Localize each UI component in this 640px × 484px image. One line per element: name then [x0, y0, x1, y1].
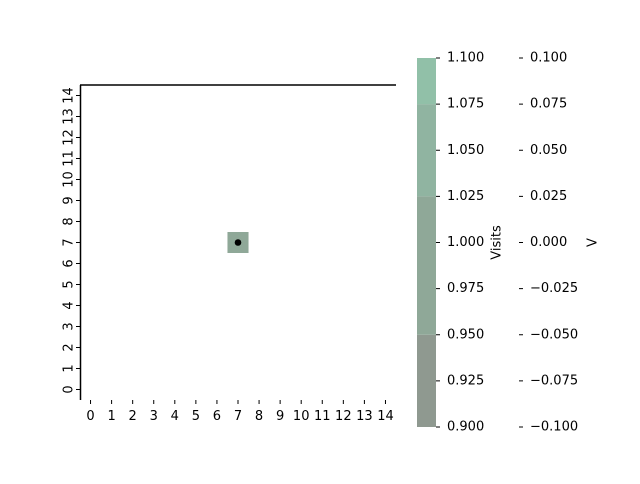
colorbar-tick-label: 1.100: [447, 51, 484, 66]
y-tick-label: 3: [62, 322, 77, 330]
x-tick-label: 5: [192, 409, 200, 424]
x-tick-label: 6: [213, 409, 221, 424]
y-tick-label: 7: [62, 238, 77, 246]
y-tick-label: 4: [62, 301, 77, 309]
y-tick-label: 10: [62, 171, 77, 188]
colorbar-tick-label: −0.050: [530, 327, 578, 342]
y-tick-label: 8: [62, 217, 77, 225]
colorbar-v: −0.100 −0.075 −0.050 −0.025 0.000 0.025 0.050 0…: [519, 51, 601, 435]
x-tick-label: 13: [356, 409, 373, 424]
markers: [234, 239, 242, 246]
colorbar-tick-label: 0.975: [447, 281, 484, 296]
y-tick-label: 11: [62, 150, 77, 167]
colorbar-tick-label: 1.050: [447, 143, 484, 158]
x-tick-label: 10: [293, 409, 310, 424]
colorbar-tick-label: 1.000: [447, 235, 484, 250]
colorbar-label: Visits: [490, 225, 505, 260]
heatmap-axes: 0 1 2 3 4 5 6 7 8 9 10 11 12 13 14 0123456789101112131…: [62, 84, 396, 424]
colorbar-tick-label: 0.050: [530, 143, 567, 158]
y-tick-label: 9: [62, 196, 77, 204]
x-tick-label: 3: [150, 409, 158, 424]
y-tick-label: 13: [62, 108, 77, 125]
colorbar-tick-label: −0.025: [530, 281, 578, 296]
colorbar-tick-label: 0.000: [530, 235, 567, 250]
colorbar-tick-label: 0.025: [530, 189, 567, 204]
x-tick-label: 4: [171, 409, 179, 424]
x-tick-label: 7: [234, 409, 242, 424]
x-tick-label: 12: [335, 409, 352, 424]
x-tick-label: 0: [86, 409, 94, 424]
y-tick-label: 1: [62, 364, 77, 372]
colorbars: 0.900 0.925 0.950 0.975 1.000 1.025 1.050 1.075…: [417, 51, 601, 435]
colorbar-tick-label: 0.925: [447, 373, 484, 388]
colorbar-tick-label: 1.025: [447, 189, 484, 204]
y-tick-label: 2: [62, 343, 77, 351]
colorbar-tick-label: −0.100: [530, 420, 578, 435]
x-tick-label: 2: [129, 409, 137, 424]
colorbar-tick-label: 0.950: [447, 327, 484, 342]
colorbar-tick-label: 0.100: [530, 51, 567, 66]
x-tick-label: 1: [107, 409, 115, 424]
colorbar-tick-label: 0.075: [530, 97, 567, 112]
y-tick-label: 14: [62, 87, 77, 104]
x-tick-label: 8: [255, 409, 263, 424]
colorbar-band: [417, 58, 436, 105]
marker-point: [234, 239, 242, 246]
y-tick-label: 0: [62, 385, 77, 393]
x-tick-label: 9: [276, 409, 284, 424]
x-tick-label: 14: [377, 409, 394, 424]
colorbar-visits: 0.900 0.925 0.950 0.975 1.000 1.025 1.050 1.075…: [417, 51, 505, 435]
y-tick-label: 5: [62, 280, 77, 288]
colorbar-label: V: [586, 238, 601, 247]
colorbar-tick-label: 1.075: [447, 97, 484, 112]
colorbar-tick-label: −0.075: [530, 373, 578, 388]
x-axis-ticks: 0 1 2 3 4 5 6 7 8 9 10 11 12 13 14: [86, 400, 394, 424]
colorbar-band: [417, 196, 436, 335]
x-tick-label: 11: [314, 409, 331, 424]
y-tick-label: 12: [62, 129, 77, 146]
colorbar-band: [417, 104, 436, 197]
colorbar-band: [417, 334, 436, 427]
colorbar-tick-label: 0.900: [447, 420, 484, 435]
y-tick-label: 6: [62, 259, 77, 267]
